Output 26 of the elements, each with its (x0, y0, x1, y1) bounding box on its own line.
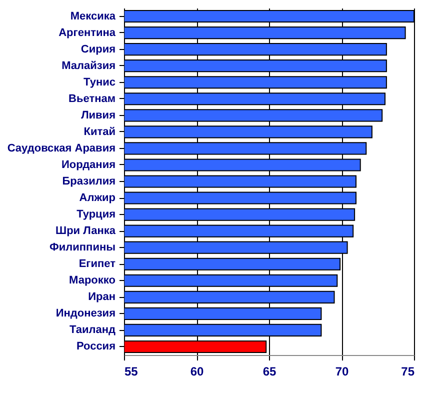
x-tick-label: 55 (124, 364, 138, 378)
y-tick-label: Аргентина (58, 26, 116, 39)
y-tick-label: Саудовская Аравия (7, 142, 116, 154)
y-tick-label: Алжир (79, 192, 116, 204)
y-tick-label: Индонезия (56, 308, 116, 320)
y-tick-label: Турция (76, 208, 116, 221)
y-tick-label: Таиланд (69, 324, 116, 336)
y-tick-label: Китай (84, 126, 116, 138)
y-tick-label: Иордания (62, 158, 116, 171)
y-tick-label: Египет (78, 258, 116, 270)
y-tick-label: Бразилия (62, 176, 116, 188)
y-tick-label: Вьетнам (68, 92, 116, 105)
y-tick-label: Иран (88, 291, 116, 304)
x-tick-label: 75 (401, 364, 415, 378)
y-tick-label: Ливия (81, 109, 116, 122)
y-tick-label: Мексика (70, 10, 116, 22)
x-tick-label: 60 (190, 364, 204, 378)
y-tick-label: Сирия (80, 43, 116, 56)
x-tick-label: 70 (335, 364, 349, 378)
y-tick-label: Тунис (84, 76, 116, 88)
y-tick-label: Россия (76, 340, 116, 353)
y-tick-label: Шри Ланка (56, 225, 116, 238)
y-tick-label: Малайзия (62, 60, 116, 72)
y-tick-label: Марокко (69, 274, 116, 287)
x-tick-label: 65 (262, 364, 276, 378)
y-tick-label: Филиппины (50, 242, 116, 254)
